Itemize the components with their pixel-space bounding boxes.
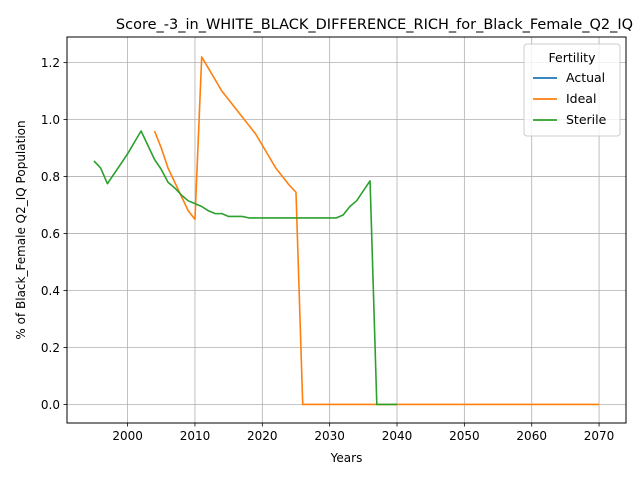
legend-label-sterile: Sterile	[566, 112, 607, 127]
y-tick-label: 1.2	[41, 56, 60, 70]
x-tick-label: 2000	[112, 429, 143, 443]
y-tick-label: 1.0	[41, 113, 60, 127]
x-tick-label: 2060	[516, 429, 547, 443]
legend-title: Fertility	[549, 50, 597, 65]
legend-label-actual: Actual	[566, 70, 605, 85]
y-tick-label: 0.2	[41, 341, 60, 355]
chart-title: Score_-3_in_WHITE_BLACK_DIFFERENCE_RICH_…	[116, 17, 633, 33]
x-tick-label: 2050	[449, 429, 480, 443]
y-tick-label: 0.6	[41, 227, 60, 241]
x-tick-label: 2030	[314, 429, 345, 443]
series-lines	[94, 57, 599, 405]
y-tick-label: 0.4	[41, 284, 60, 298]
x-tick-label: 2020	[247, 429, 278, 443]
x-axis-ticks: 2000 2010 2020 2030 2040 2050 2060 2070	[112, 423, 614, 443]
x-tick-label: 2010	[180, 429, 211, 443]
y-tick-label: 0.8	[41, 170, 60, 184]
series-line-sterile	[94, 131, 397, 404]
y-tick-label: 0.0	[41, 398, 60, 412]
x-tick-label: 2040	[382, 429, 413, 443]
legend: Fertility Actual Ideal Sterile	[524, 44, 620, 136]
x-tick-label: 2070	[584, 429, 615, 443]
x-axis-label: Years	[330, 451, 363, 465]
y-axis-label: % of Black_Female Q2_IQ Population	[14, 120, 28, 339]
legend-label-ideal: Ideal	[566, 91, 596, 106]
y-axis-ticks: 0.0 0.2 0.4 0.6 0.8 1.0 1.2	[41, 56, 67, 412]
